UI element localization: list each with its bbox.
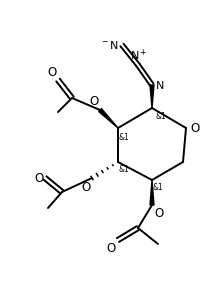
- Text: O: O: [107, 242, 116, 255]
- Text: N$^+$: N$^+$: [130, 48, 148, 63]
- Text: O: O: [154, 207, 163, 220]
- Text: &1: &1: [118, 133, 129, 142]
- Text: &1: &1: [152, 183, 163, 192]
- Polygon shape: [150, 180, 154, 205]
- Polygon shape: [150, 85, 154, 108]
- Text: O: O: [82, 181, 91, 194]
- Text: O: O: [90, 95, 99, 108]
- Text: O: O: [48, 66, 57, 79]
- Text: &1: &1: [155, 112, 166, 121]
- Text: &1: &1: [118, 165, 129, 174]
- Text: O: O: [35, 171, 44, 185]
- Polygon shape: [99, 109, 118, 128]
- Text: N: N: [156, 81, 164, 91]
- Text: O: O: [190, 121, 199, 135]
- Text: $^-$N: $^-$N: [100, 39, 119, 51]
